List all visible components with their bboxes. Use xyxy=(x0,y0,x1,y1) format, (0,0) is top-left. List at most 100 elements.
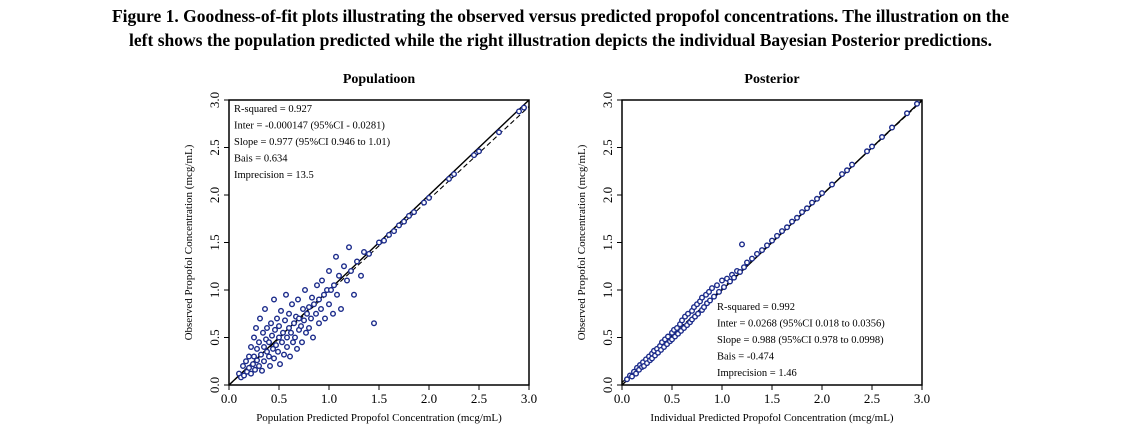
y-tick-label: 1.5 xyxy=(207,234,222,250)
stats-line: Bais = -0.474 xyxy=(717,352,775,363)
data-point xyxy=(328,287,335,294)
data-point xyxy=(264,325,271,332)
data-point xyxy=(839,171,846,178)
data-point xyxy=(266,353,273,360)
data-point xyxy=(287,353,294,360)
data-point xyxy=(741,264,748,271)
data-point xyxy=(739,241,746,248)
data-point xyxy=(864,148,871,155)
data-point xyxy=(280,329,287,336)
data-point xyxy=(281,351,288,358)
data-point xyxy=(284,334,291,341)
data-point xyxy=(674,325,681,332)
data-point xyxy=(299,339,306,346)
data-point xyxy=(829,181,836,188)
data-point xyxy=(446,175,453,182)
data-point xyxy=(275,348,282,355)
y-tick-label: 1.0 xyxy=(600,282,615,298)
data-point xyxy=(799,209,806,216)
data-point xyxy=(261,344,268,351)
data-point xyxy=(316,296,323,303)
data-point xyxy=(711,293,718,300)
x-tick-label: 0.5 xyxy=(664,391,680,406)
data-point xyxy=(304,310,311,317)
data-point xyxy=(295,296,302,303)
data-point xyxy=(421,199,428,206)
data-point xyxy=(401,218,408,225)
data-point xyxy=(277,361,284,368)
y-tick-label: 3.0 xyxy=(207,92,222,108)
data-point xyxy=(844,167,851,174)
data-point xyxy=(282,317,289,324)
data-point xyxy=(306,325,313,332)
data-point xyxy=(309,294,316,301)
data-point xyxy=(290,339,297,346)
caption-line-1: Figure 1. Goodness-of-fit plots illustra… xyxy=(111,6,1010,26)
y-tick-label: 0.5 xyxy=(600,329,615,345)
stats-line: Imprecision = 13.5 xyxy=(234,170,314,181)
data-point xyxy=(749,255,756,262)
data-point xyxy=(298,323,305,330)
data-point xyxy=(252,325,259,332)
plot-area xyxy=(622,100,922,385)
stats-line: Slope = 0.988 (95%CI 0.978 to 0.0998) xyxy=(717,335,884,346)
data-point xyxy=(271,296,278,303)
data-point xyxy=(283,291,290,298)
plot-area xyxy=(229,100,529,385)
y-tick-label: 2.0 xyxy=(600,187,615,203)
data-point xyxy=(276,323,283,330)
x-tick-label: 0.0 xyxy=(221,391,237,406)
data-point xyxy=(804,205,811,212)
data-point xyxy=(326,301,333,308)
data-point xyxy=(759,247,766,254)
posterior-panel: Posterior 0.0 0.5 1.0 1.5 2.0 2.5 3.0 0.0 0.5 1.0 1… xyxy=(576,72,930,424)
data-point xyxy=(314,282,321,289)
data-point xyxy=(381,237,388,244)
caption-line-2: left shows the population predicted whil… xyxy=(129,30,992,50)
data-point xyxy=(262,306,269,313)
x-axis-label: Individual Predicted Propofol Concentrat… xyxy=(650,412,894,424)
y-tick-label: 3.0 xyxy=(600,92,615,108)
data-point xyxy=(331,282,338,289)
y-axis-label: Observed Propofol Concentration (mcg/mL) xyxy=(183,144,195,340)
data-point xyxy=(266,339,273,346)
data-point xyxy=(250,353,257,360)
data-point xyxy=(239,363,246,370)
data-point xyxy=(358,272,365,279)
data-point xyxy=(270,345,277,352)
data-point xyxy=(869,143,876,150)
data-point xyxy=(321,291,328,298)
stats-line: R-squared = 0.992 xyxy=(717,302,795,313)
data-point xyxy=(737,268,744,275)
data-point xyxy=(245,364,252,371)
data-point xyxy=(301,317,308,324)
y-tick-label: 2.0 xyxy=(207,187,222,203)
data-point xyxy=(665,333,672,340)
data-point xyxy=(313,310,320,317)
stats-line: Inter = 0.0268 (95%CI 0.018 to 0.0356) xyxy=(717,319,885,330)
data-point xyxy=(779,228,786,235)
data-point xyxy=(276,334,283,341)
stats-line: Bais = 0.634 xyxy=(234,154,288,165)
data-point xyxy=(685,310,692,317)
data-point xyxy=(264,348,271,355)
data-point xyxy=(706,288,713,295)
data-point xyxy=(310,334,317,341)
data-point xyxy=(707,297,714,304)
data-point xyxy=(879,134,886,141)
data-point xyxy=(695,310,702,317)
x-tick-label: 2.0 xyxy=(814,391,830,406)
data-point xyxy=(294,345,301,352)
data-point xyxy=(744,259,751,266)
data-point xyxy=(267,363,274,370)
data-point xyxy=(814,195,821,202)
data-point xyxy=(819,190,826,197)
data-point xyxy=(330,310,337,317)
data-point xyxy=(789,218,796,225)
data-point xyxy=(633,370,640,377)
data-point xyxy=(261,358,268,365)
data-point xyxy=(809,199,816,206)
data-point xyxy=(286,310,293,317)
data-point xyxy=(284,344,291,351)
